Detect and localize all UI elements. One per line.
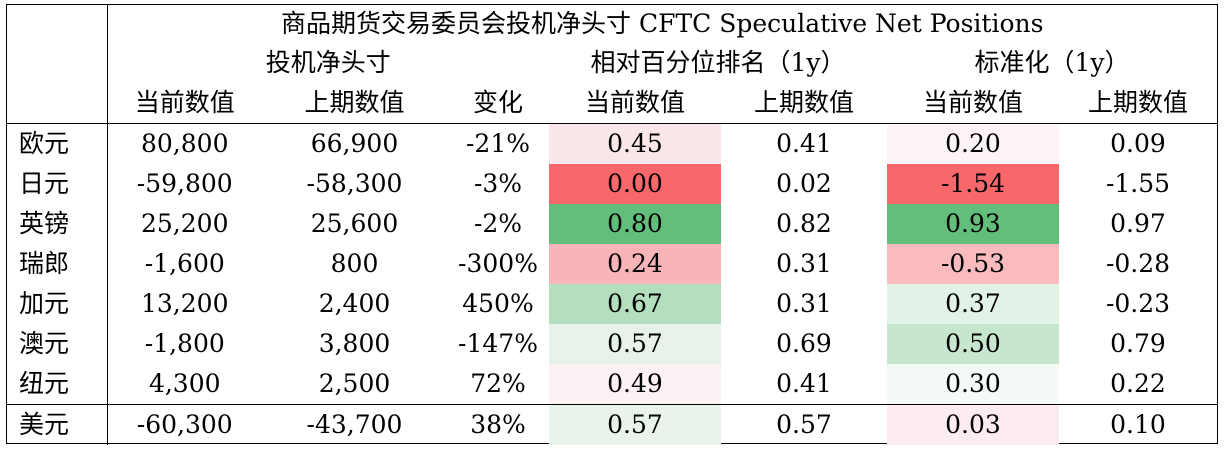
net-previous: 2,400 — [318, 289, 391, 318]
rank-current: 0.57 — [549, 404, 721, 445]
std-current: 0.20 — [887, 123, 1059, 164]
rank-current: 0.45 — [549, 123, 721, 164]
group-header-rank: 相对百分位排名（1y） — [590, 48, 846, 77]
std-previous: 0.10 — [1059, 404, 1217, 445]
table-row: 加元 13,200 2,400 450% 0.67 0.31 0.37 -0.2… — [7, 284, 1217, 324]
corner-cell — [7, 43, 108, 83]
corner-cell — [7, 83, 108, 124]
net-current: -1,600 — [144, 249, 225, 278]
net-change: 72% — [470, 369, 526, 398]
rank-previous: 0.41 — [776, 369, 832, 398]
corner-cell — [7, 5, 108, 43]
net-previous: 25,600 — [310, 209, 399, 238]
net-change: -300% — [458, 249, 538, 278]
col-header-std-current: 当前数值 — [887, 83, 1059, 124]
net-current: -60,300 — [107, 404, 262, 445]
rank-current: 0.80 — [549, 204, 721, 244]
net-change: 450% — [462, 289, 534, 318]
std-previous: -0.28 — [1105, 249, 1171, 278]
net-current: -1,800 — [144, 329, 225, 358]
page-title: 商品期货交易委员会投机净头寸 CFTC Speculative Net Posi… — [281, 9, 1044, 38]
std-current: 0.30 — [887, 364, 1059, 405]
table-row: 日元 -59,800 -58,300 -3% 0.00 0.02 -1.54 -… — [7, 164, 1217, 204]
net-change: 38% — [447, 404, 549, 445]
rank-previous: 0.57 — [721, 404, 887, 445]
std-previous: 0.22 — [1110, 369, 1166, 398]
currency-name: 瑞郎 — [7, 244, 108, 284]
rank-current: 0.24 — [549, 244, 721, 284]
net-current: 80,800 — [141, 129, 229, 158]
std-current: -0.53 — [887, 244, 1059, 284]
table-row: 美元 -60,300 -43,700 38% 0.57 0.57 0.03 0.… — [7, 404, 1217, 445]
net-previous: 2,500 — [318, 369, 391, 398]
net-change: -3% — [473, 169, 523, 198]
net-current: 25,200 — [141, 209, 229, 238]
std-previous: -1.55 — [1105, 169, 1171, 198]
net-change: -147% — [458, 329, 538, 358]
rank-current: 0.00 — [549, 164, 721, 204]
table-row: 澳元 -1,800 3,800 -147% 0.57 0.69 0.50 0.7… — [7, 324, 1217, 364]
currency-name: 美元 — [7, 404, 108, 445]
table-row: 瑞郎 -1,600 800 -300% 0.24 0.31 -0.53 -0.2… — [7, 244, 1217, 284]
col-header-net-previous: 上期数值 — [262, 83, 447, 124]
rank-previous: 0.69 — [776, 329, 832, 358]
net-previous: 3,800 — [318, 329, 391, 358]
currency-name: 加元 — [7, 284, 108, 324]
std-current: -1.54 — [887, 164, 1059, 204]
rank-previous: 0.82 — [776, 209, 832, 238]
table-row: 欧元 80,800 66,900 -21% 0.45 0.41 0.20 0.0… — [7, 123, 1217, 164]
currency-name: 欧元 — [7, 123, 108, 164]
currency-name: 英镑 — [7, 204, 108, 244]
cftc-table: 商品期货交易委员会投机净头寸 CFTC Speculative Net Posi… — [7, 5, 1217, 445]
currency-name: 澳元 — [7, 324, 108, 364]
std-current: 0.37 — [887, 284, 1059, 324]
col-header-rank-previous: 上期数值 — [721, 83, 887, 124]
std-previous: 0.79 — [1110, 329, 1166, 358]
currency-name: 日元 — [7, 164, 108, 204]
rank-previous: 0.02 — [776, 169, 832, 198]
net-change: -21% — [465, 129, 530, 158]
group-header-std: 标准化（1y） — [974, 48, 1130, 77]
net-current: -59,800 — [136, 169, 233, 198]
rank-previous: 0.41 — [776, 129, 832, 158]
std-current: 0.50 — [887, 324, 1059, 364]
group-header-net: 投机净头寸 — [265, 48, 391, 77]
net-previous: 800 — [330, 249, 379, 278]
table-row: 纽元 4,300 2,500 72% 0.49 0.41 0.30 0.22 — [7, 364, 1217, 405]
net-previous: 66,900 — [310, 129, 399, 158]
rank-current: 0.67 — [549, 284, 721, 324]
col-header-net-current: 当前数值 — [107, 83, 262, 124]
std-previous: 0.97 — [1110, 209, 1166, 238]
std-current: 0.03 — [887, 404, 1059, 445]
std-previous: 0.09 — [1110, 129, 1166, 158]
net-change: -2% — [473, 209, 523, 238]
rank-current: 0.49 — [549, 364, 721, 405]
rank-previous: 0.31 — [776, 249, 832, 278]
rank-current: 0.57 — [549, 324, 721, 364]
table-row: 英镑 25,200 25,600 -2% 0.80 0.82 0.93 0.97 — [7, 204, 1217, 244]
col-header-net-change: 变化 — [447, 83, 549, 124]
std-current: 0.93 — [887, 204, 1059, 244]
col-header-rank-current: 当前数值 — [549, 83, 721, 124]
currency-name: 纽元 — [7, 364, 108, 405]
std-previous: -0.23 — [1105, 289, 1171, 318]
col-header-std-previous: 上期数值 — [1059, 83, 1217, 124]
rank-previous: 0.31 — [776, 289, 832, 318]
net-previous: -58,300 — [306, 169, 403, 198]
net-current: 4,300 — [148, 369, 221, 398]
net-previous: -43,700 — [262, 404, 447, 445]
net-current: 13,200 — [141, 289, 229, 318]
